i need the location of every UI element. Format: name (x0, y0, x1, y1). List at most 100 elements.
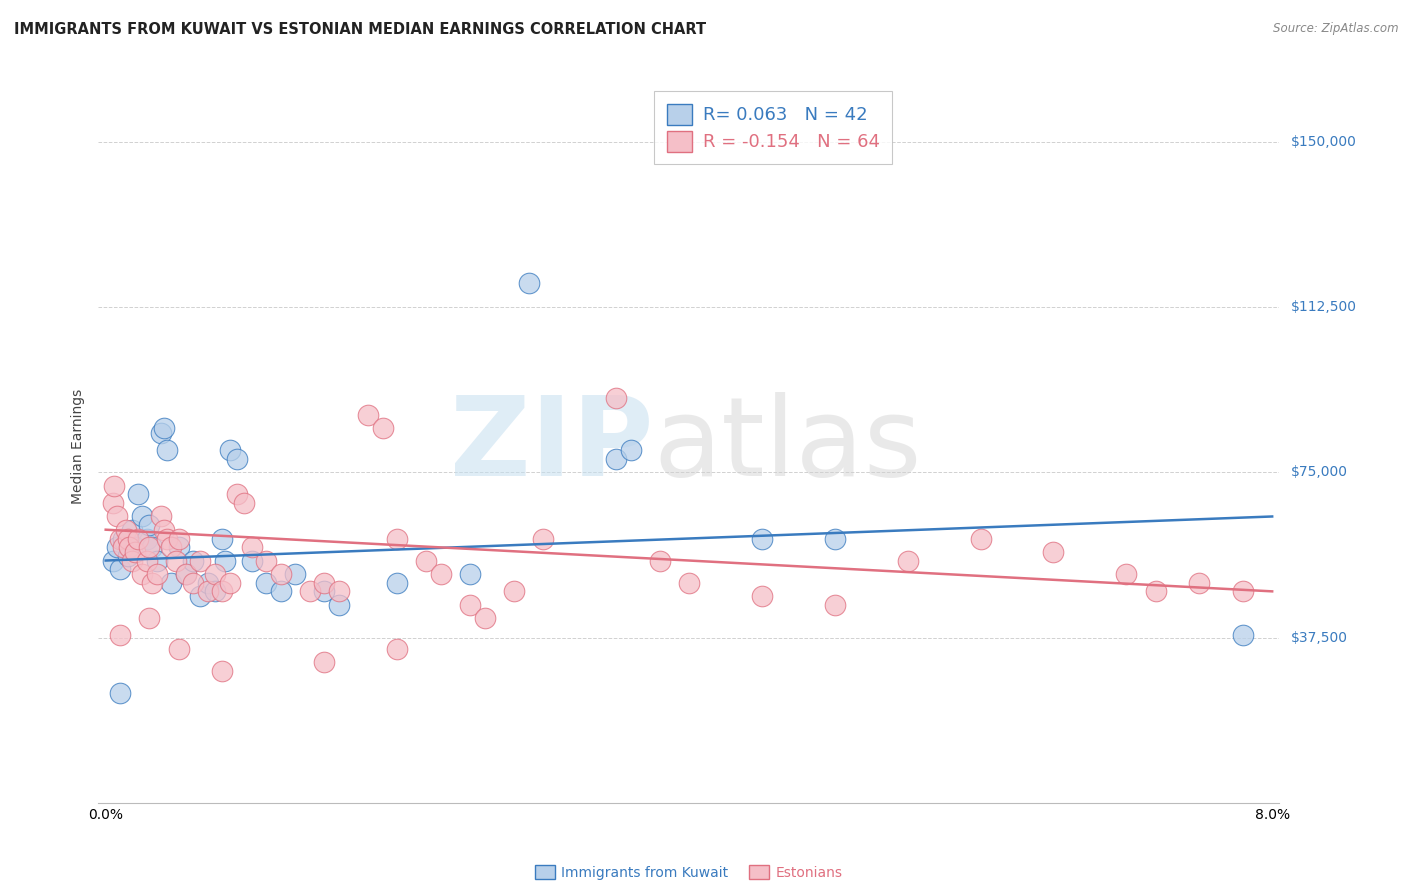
Point (103, 478, 125, 492)
Point (314, 655, 336, 669)
Point (121, 523, 143, 537)
Point (101, 496, 124, 510)
Point (145, 553, 167, 567)
Point (160, 541, 183, 555)
Point (226, 487, 249, 501)
Point (117, 532, 139, 546)
Point (458, 598, 481, 612)
Point (112, 541, 135, 555)
Point (897, 553, 920, 567)
Point (270, 584, 292, 599)
Point (678, 575, 700, 590)
Point (127, 532, 149, 546)
Point (131, 509, 153, 524)
Point (314, 584, 336, 599)
Point (110, 562, 132, 576)
Point (118, 541, 141, 555)
Point (138, 541, 160, 555)
Point (190, 589, 212, 603)
Point (153, 523, 176, 537)
Point (121, 553, 143, 567)
Point (218, 575, 240, 590)
Point (141, 541, 163, 555)
Point (167, 641, 190, 656)
Text: $37,500: $37,500 (1291, 631, 1348, 645)
Text: ZIP: ZIP (450, 392, 654, 500)
Point (105, 541, 128, 555)
Point (110, 628, 132, 642)
Point (211, 532, 233, 546)
Point (156, 443, 179, 458)
Point (150, 509, 173, 524)
Point (105, 509, 128, 524)
Point (458, 566, 481, 581)
Point (240, 553, 263, 567)
Point (240, 541, 263, 555)
Point (204, 584, 226, 599)
Point (824, 598, 846, 612)
Text: $150,000: $150,000 (1291, 135, 1357, 149)
Point (298, 584, 321, 599)
Point (101, 553, 124, 567)
Point (167, 532, 190, 546)
Point (1188, 575, 1211, 590)
Legend: Immigrants from Kuwait, Estonians: Immigrants from Kuwait, Estonians (530, 860, 848, 886)
Point (160, 575, 183, 590)
Point (117, 549, 139, 563)
Point (135, 553, 157, 567)
Point (969, 532, 991, 546)
Point (751, 589, 773, 603)
Point (174, 566, 197, 581)
Point (1042, 545, 1064, 559)
Point (197, 584, 219, 599)
Point (110, 686, 132, 700)
Point (138, 611, 160, 625)
Text: $112,500: $112,500 (1291, 301, 1357, 314)
Point (165, 553, 187, 567)
Point (314, 575, 336, 590)
Point (124, 541, 146, 555)
Point (167, 541, 190, 555)
Text: $75,000: $75,000 (1291, 466, 1348, 479)
Point (145, 566, 167, 581)
Text: IMMIGRANTS FROM KUWAIT VS ESTONIAN MEDIAN EARNINGS CORRELATION CHART: IMMIGRANTS FROM KUWAIT VS ESTONIAN MEDIA… (14, 22, 706, 37)
Point (127, 487, 149, 501)
Point (254, 575, 277, 590)
Y-axis label: Median Earnings: Median Earnings (72, 388, 86, 504)
Point (115, 523, 138, 537)
Point (112, 532, 135, 546)
Point (371, 421, 394, 435)
Point (138, 518, 160, 533)
Point (156, 532, 179, 546)
Point (824, 532, 846, 546)
Point (1115, 566, 1137, 581)
Point (357, 408, 380, 422)
Point (1144, 584, 1167, 599)
Point (218, 443, 240, 458)
Point (620, 443, 643, 458)
Point (110, 532, 132, 546)
Point (190, 553, 212, 567)
Point (181, 553, 204, 567)
Point (214, 553, 236, 567)
Point (751, 532, 773, 546)
Point (131, 566, 153, 581)
Point (503, 584, 526, 599)
Point (328, 584, 350, 599)
Point (211, 664, 233, 678)
Point (1232, 628, 1254, 642)
Point (517, 276, 540, 290)
Point (387, 641, 409, 656)
Point (1232, 584, 1254, 599)
Text: atlas: atlas (654, 392, 922, 500)
Point (531, 532, 554, 546)
Point (153, 421, 176, 435)
Point (197, 575, 219, 590)
Point (226, 452, 249, 467)
Point (474, 611, 496, 625)
Point (174, 566, 197, 581)
Point (605, 391, 627, 405)
Point (124, 545, 146, 559)
Point (387, 532, 409, 546)
Point (141, 575, 163, 590)
